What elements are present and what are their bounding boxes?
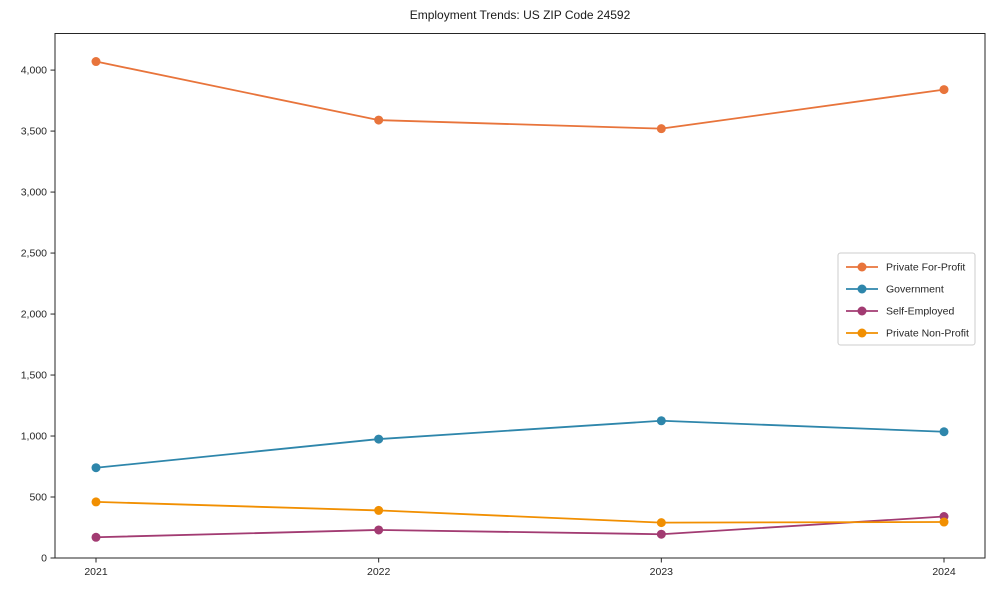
- data-point-marker: [939, 85, 949, 95]
- y-tick-label: 3,000: [21, 187, 47, 199]
- plot-border: [54, 33, 986, 559]
- series-line: [95, 515, 945, 539]
- y-tick-label: 2,000: [21, 309, 47, 321]
- data-point-marker: [91, 463, 101, 473]
- y-tick-label: 1,000: [21, 431, 47, 443]
- data-point-marker: [656, 416, 666, 426]
- legend-label: Private For-Profit: [886, 262, 965, 274]
- x-tick-label: 2022: [367, 566, 391, 578]
- data-point-marker: [91, 57, 101, 67]
- legend-label: Private Non-Profit: [886, 328, 969, 340]
- data-point-marker: [939, 517, 949, 527]
- data-point-marker: [656, 518, 666, 528]
- data-point-marker: [656, 124, 666, 134]
- y-tick-label: 500: [29, 492, 47, 504]
- data-point-marker: [374, 434, 384, 444]
- data-point-marker: [374, 505, 384, 515]
- data-point-marker: [374, 525, 384, 535]
- legend-label: Government: [886, 284, 944, 296]
- data-point-marker: [656, 529, 666, 539]
- y-tick-label: 3,500: [21, 126, 47, 138]
- series-line: [95, 419, 945, 469]
- y-tick-label: 0: [41, 553, 47, 565]
- legend-marker: [857, 328, 867, 338]
- legend-marker: [857, 262, 867, 272]
- data-point-marker: [91, 532, 101, 542]
- legend-label: Self-Employed: [886, 306, 954, 318]
- data-point-marker: [374, 115, 384, 125]
- y-tick-label: 1,500: [21, 370, 47, 382]
- series-line: [95, 500, 945, 524]
- y-tick-label: 2,500: [21, 248, 47, 260]
- y-tick-label: 4,000: [21, 65, 47, 77]
- legend-box: [837, 252, 976, 346]
- x-tick-label: 2023: [650, 566, 674, 578]
- data-point-marker: [91, 497, 101, 507]
- series-line: [95, 60, 945, 130]
- x-tick-label: 2021: [84, 566, 108, 578]
- legend-marker: [857, 306, 867, 316]
- data-point-marker: [939, 427, 949, 437]
- chart-title: Employment Trends: US ZIP Code 24592: [409, 8, 631, 22]
- legend-marker: [857, 284, 867, 294]
- x-tick-label: 2024: [932, 566, 956, 578]
